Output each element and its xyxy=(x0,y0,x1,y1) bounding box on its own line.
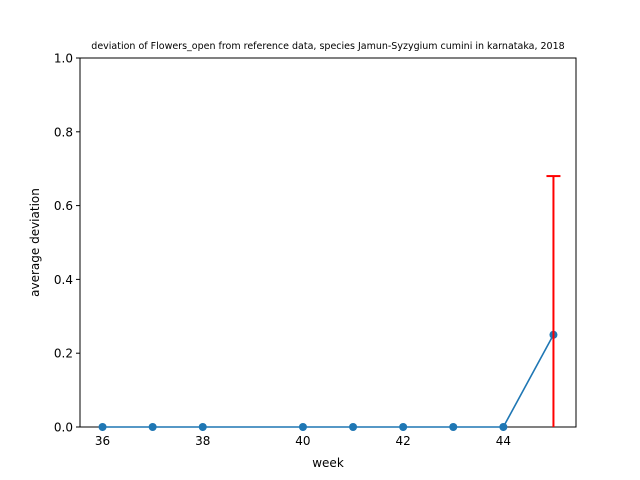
y-tick-label: 0.2 xyxy=(54,347,73,361)
x-axis-label: week xyxy=(312,456,344,470)
x-tick-label: 36 xyxy=(95,434,110,448)
series-line xyxy=(102,334,555,428)
data-point xyxy=(399,423,408,431)
data-point xyxy=(148,423,157,431)
y-tick-label: 0.0 xyxy=(54,421,73,435)
y-tick-label: 0.8 xyxy=(54,125,73,139)
plot-area xyxy=(79,57,577,428)
y-tick-label: 0.4 xyxy=(54,273,73,287)
y-axis-label: average deviation xyxy=(28,188,42,297)
y-tick-label: 1.0 xyxy=(54,52,73,66)
x-tick-label: 38 xyxy=(195,434,210,448)
x-tick-label: 40 xyxy=(295,434,310,448)
data-point xyxy=(499,423,508,431)
series-layer xyxy=(98,330,558,431)
data-point xyxy=(98,423,107,431)
chart-title: deviation of Flowers_open from reference… xyxy=(91,41,564,52)
data-point xyxy=(349,423,358,431)
error-bar-layer xyxy=(546,175,561,427)
data-point xyxy=(198,423,207,431)
y-tick-label: 0.6 xyxy=(54,199,73,213)
x-tick-label: 44 xyxy=(496,434,511,448)
data-point xyxy=(449,423,458,431)
x-tick-label: 42 xyxy=(396,434,411,448)
data-point xyxy=(298,423,307,431)
y-axis: 0.0 0.2 0.4 0.6 0.8 1.0 xyxy=(54,52,80,435)
x-axis: 36 38 40 42 44 xyxy=(95,427,511,448)
